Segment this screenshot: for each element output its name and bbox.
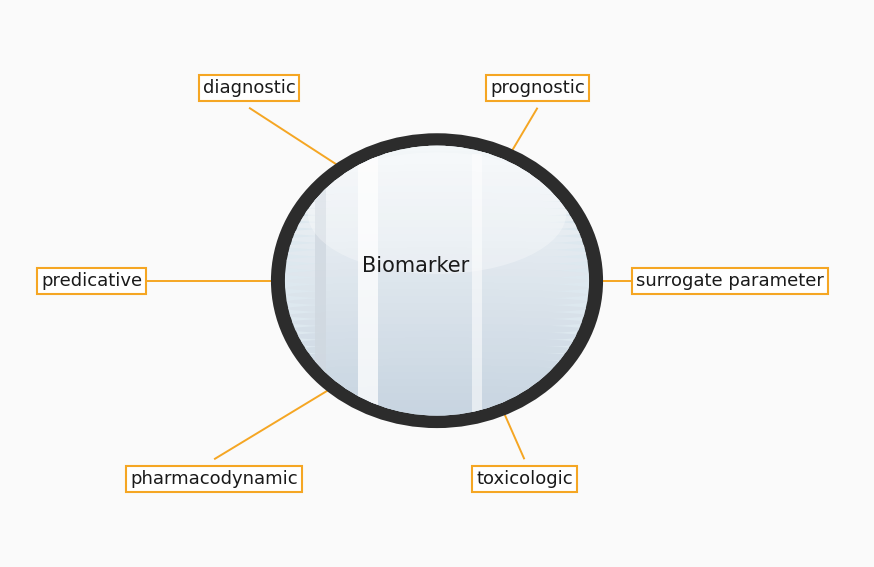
Ellipse shape	[286, 248, 588, 259]
Ellipse shape	[287, 303, 587, 314]
Ellipse shape	[286, 193, 588, 203]
Ellipse shape	[288, 379, 586, 390]
Ellipse shape	[285, 165, 589, 176]
Ellipse shape	[285, 137, 589, 148]
Ellipse shape	[286, 213, 588, 224]
Ellipse shape	[286, 241, 588, 252]
Ellipse shape	[288, 400, 586, 411]
Ellipse shape	[287, 269, 587, 280]
Text: diagnostic: diagnostic	[203, 79, 295, 97]
Ellipse shape	[287, 262, 587, 272]
Ellipse shape	[286, 179, 588, 189]
Ellipse shape	[287, 276, 587, 286]
Ellipse shape	[286, 185, 588, 196]
Ellipse shape	[288, 393, 586, 404]
Ellipse shape	[287, 297, 587, 307]
Ellipse shape	[286, 234, 588, 245]
Ellipse shape	[286, 206, 588, 217]
Ellipse shape	[288, 359, 586, 369]
Ellipse shape	[288, 407, 586, 418]
Text: pharmacodynamic: pharmacodynamic	[130, 470, 298, 488]
Ellipse shape	[285, 158, 589, 168]
Ellipse shape	[288, 345, 586, 356]
Ellipse shape	[286, 220, 588, 231]
Text: prognostic: prognostic	[490, 79, 585, 97]
Ellipse shape	[288, 352, 586, 362]
Ellipse shape	[285, 151, 589, 162]
Ellipse shape	[287, 324, 587, 335]
Ellipse shape	[287, 282, 587, 293]
Ellipse shape	[288, 366, 586, 376]
Ellipse shape	[285, 146, 589, 416]
Text: toxicologic: toxicologic	[476, 470, 572, 488]
Ellipse shape	[288, 338, 586, 349]
Bar	[472, 154, 482, 413]
Ellipse shape	[286, 227, 588, 238]
Ellipse shape	[287, 255, 587, 265]
Text: predicative: predicative	[41, 272, 142, 290]
Ellipse shape	[308, 153, 566, 274]
Ellipse shape	[286, 200, 588, 210]
Bar	[315, 154, 326, 413]
Text: surrogate parameter: surrogate parameter	[636, 272, 823, 290]
Ellipse shape	[287, 331, 587, 341]
Ellipse shape	[271, 133, 603, 428]
Ellipse shape	[288, 386, 586, 397]
Ellipse shape	[285, 172, 589, 183]
Ellipse shape	[287, 317, 587, 328]
Ellipse shape	[288, 373, 586, 383]
Ellipse shape	[285, 144, 589, 155]
Text: Biomarker: Biomarker	[362, 256, 468, 277]
Bar	[358, 154, 378, 413]
Ellipse shape	[287, 289, 587, 300]
Ellipse shape	[287, 310, 587, 321]
